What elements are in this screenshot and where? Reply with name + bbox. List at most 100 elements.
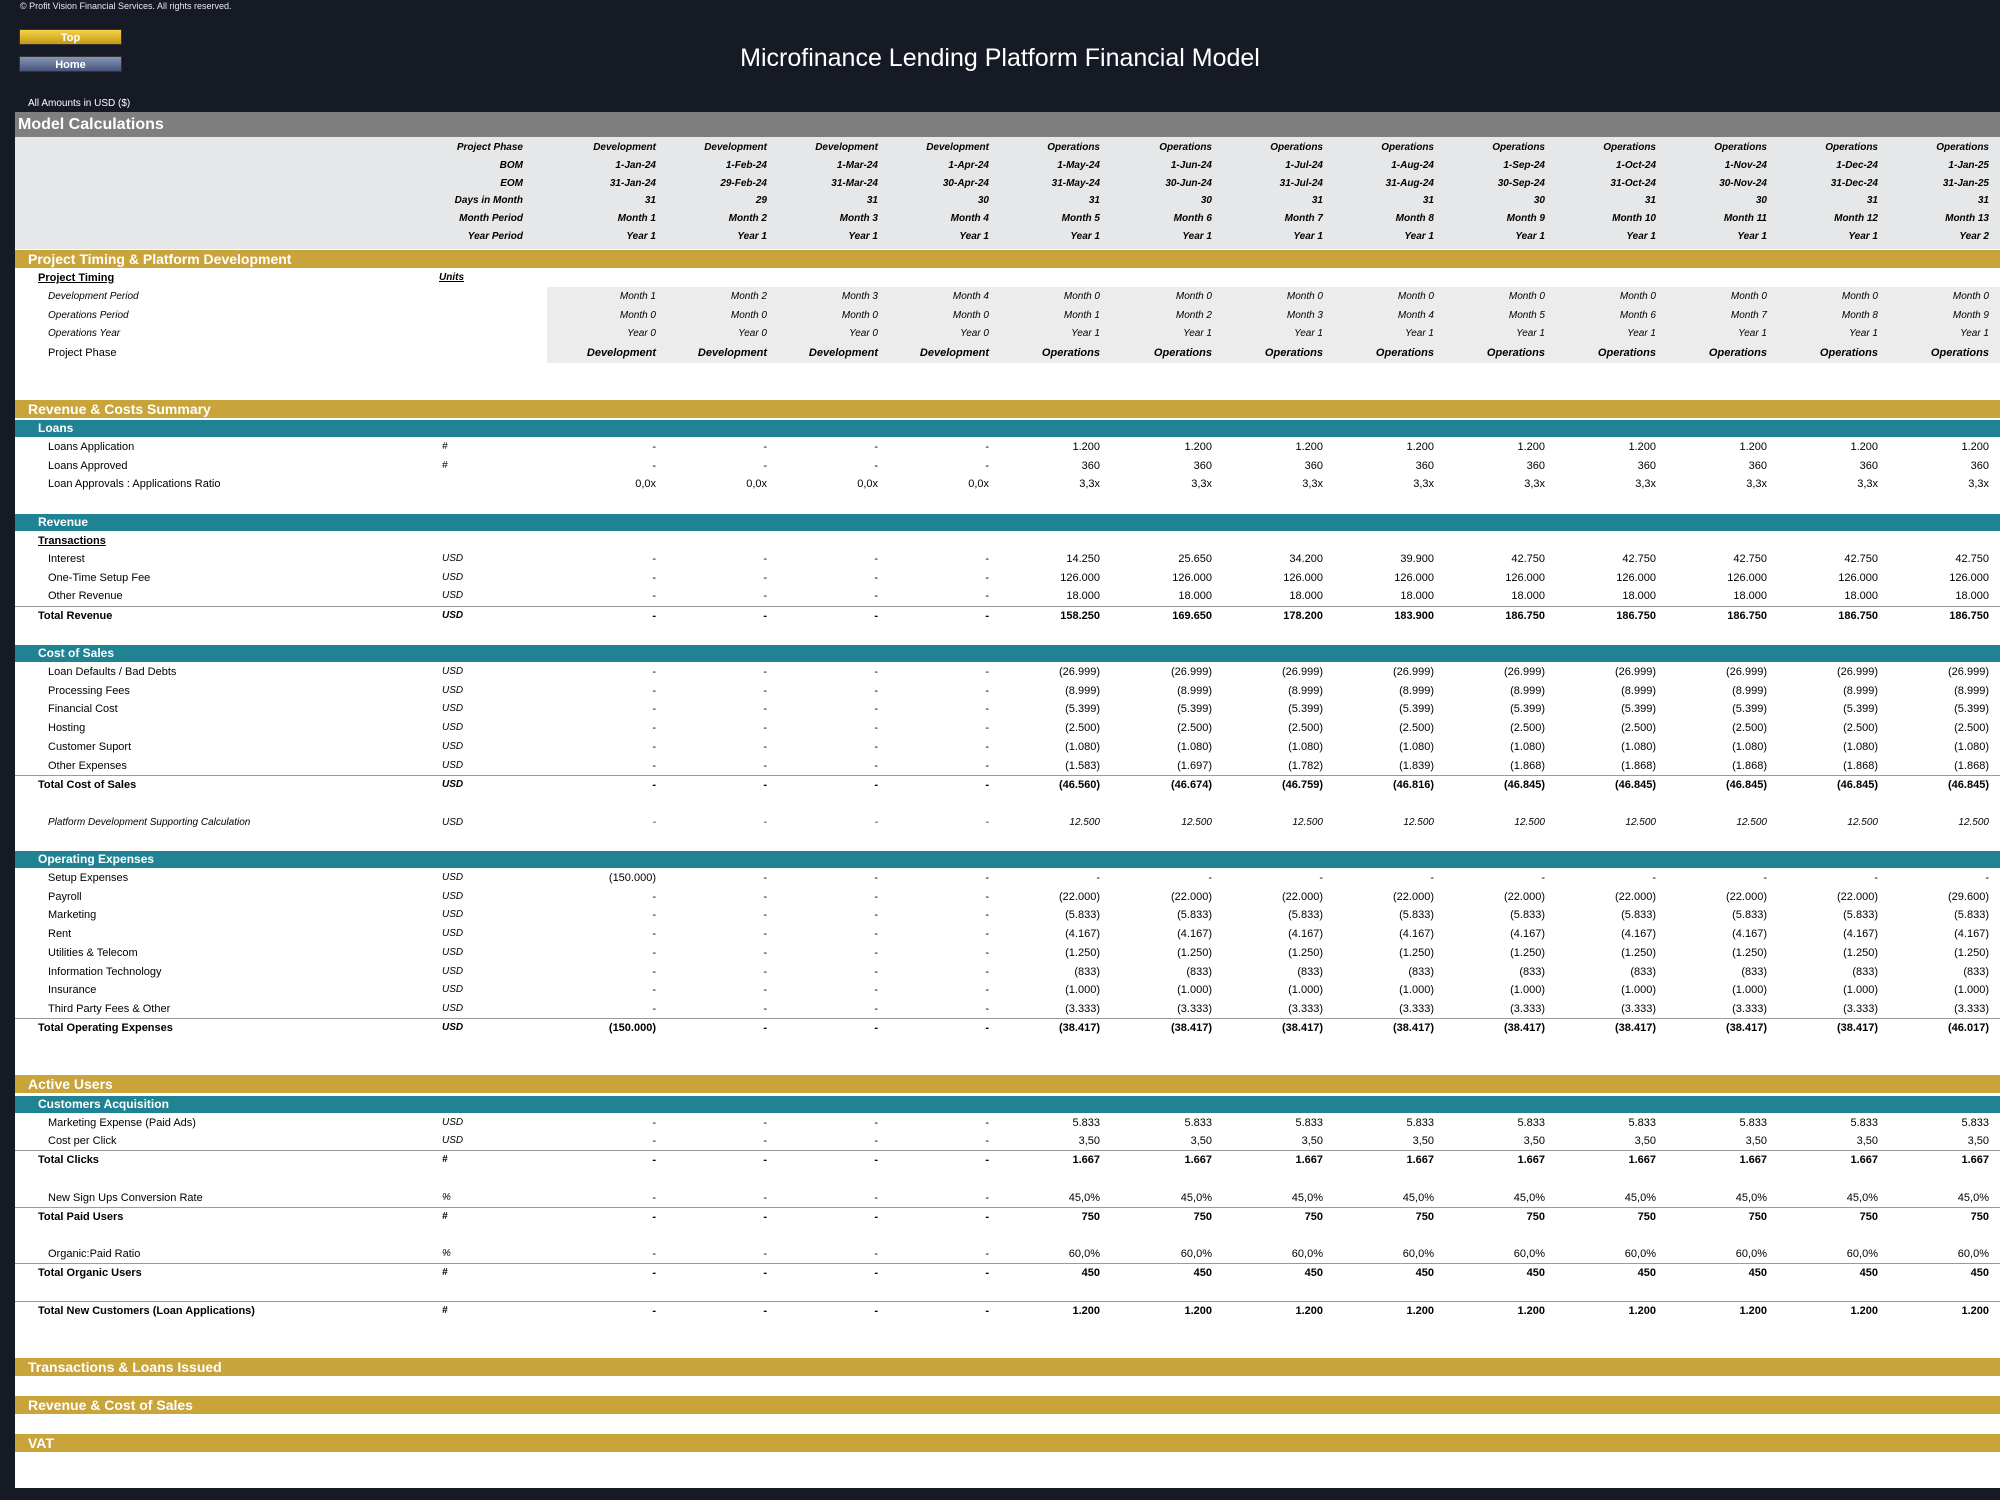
header-row: EOM 31-Jan-24 29-Feb-24 31-Mar-24 30-Apr-24 3… <box>15 175 2000 193</box>
value-cell: (8.999) <box>1621 684 1656 697</box>
value-cell: Year 1 <box>1849 328 1878 340</box>
header-cell: 31 <box>1088 195 1100 206</box>
value-cell: - <box>652 984 656 997</box>
value-cell: 450 <box>1970 1267 1989 1279</box>
value-cell: - <box>1985 872 1989 884</box>
header-cell: Year 1 <box>848 231 878 242</box>
home-button[interactable]: Home <box>19 56 122 72</box>
value-cell: (22.000) <box>1393 890 1434 903</box>
value-cell: - <box>1874 872 1878 884</box>
row-unit: USD <box>442 928 464 940</box>
row-label: Project Phase <box>48 347 117 360</box>
value-cell: 3,50 <box>1078 1135 1100 1147</box>
value-cell: 1.200 <box>1295 441 1323 453</box>
value-cell: - <box>652 779 656 791</box>
value-cell: 450 <box>1748 1267 1767 1279</box>
value-cell: (1.080) <box>1510 740 1545 753</box>
value-cell: 3,3x <box>1635 478 1656 491</box>
data-row: Total Clicks # - - - - 1.667 1.667 1.667 1.667 1.6… <box>15 1151 2000 1169</box>
value-cell: 1.200 <box>1961 441 1989 453</box>
value-cell: (3.333) <box>1399 1002 1434 1015</box>
value-cell: 183.900 <box>1394 610 1434 622</box>
value-cell: (1.080) <box>1732 740 1767 753</box>
value-cell: - <box>874 1117 878 1129</box>
value-cell: (26.999) <box>1615 666 1656 678</box>
row-label: Third Party Fees & Other <box>48 1002 171 1015</box>
value-cell: - <box>985 459 989 472</box>
row-label: New Sign Ups Conversion Rate <box>48 1192 203 1204</box>
value-cell: Year 1 <box>1738 328 1767 340</box>
value-cell: 42.750 <box>1622 553 1656 565</box>
section-revenue-costs-summary: Revenue & Costs Summary <box>15 400 2000 418</box>
row-label: Development Period <box>48 291 139 302</box>
value-cell: - <box>1319 872 1323 884</box>
value-cell: 12.500 <box>1181 817 1212 828</box>
data-row: Utilities & Telecom USD - - - - (1.250) (1.250)… <box>15 944 2000 962</box>
value-cell: - <box>874 703 878 716</box>
header-cell: 30 <box>1200 195 1212 206</box>
value-cell: - <box>652 459 656 472</box>
value-cell: (26.999) <box>1948 666 1989 678</box>
value-cell: - <box>763 590 767 603</box>
value-cell: - <box>652 590 656 603</box>
value-cell: (5.833) <box>1621 909 1656 922</box>
row-unit: USD <box>442 965 464 977</box>
value-cell: 18.000 <box>1955 590 1989 603</box>
value-cell: 1.200 <box>1072 441 1100 453</box>
value-cell: (46.845) <box>1948 779 1989 791</box>
value-cell: (22.000) <box>1615 890 1656 903</box>
value-cell: 3,50 <box>1412 1135 1434 1147</box>
value-cell: Month 3 <box>841 291 878 302</box>
value-cell: - <box>763 1248 767 1260</box>
header-row: BOM 1-Jan-24 1-Feb-24 1-Mar-24 1-Apr-24 1-May… <box>15 157 2000 175</box>
value-cell: 60,0% <box>1735 1248 1767 1260</box>
value-cell: - <box>652 1248 656 1260</box>
header-cell: 1-Jul-24 <box>1285 160 1323 171</box>
value-cell: - <box>874 1248 878 1260</box>
value-cell: (46.759) <box>1282 779 1323 791</box>
value-cell: - <box>652 817 656 828</box>
value-cell: Year 0 <box>738 328 767 340</box>
value-cell: (26.999) <box>1837 666 1878 678</box>
value-cell: (22.000) <box>1504 890 1545 903</box>
data-row: Total Operating Expenses USD (150.000) - - - (… <box>15 1019 2000 1037</box>
data-row: Loan Approvals : Applications Ratio 0,0x 0… <box>15 475 2000 493</box>
value-cell: 0,0x <box>857 478 878 491</box>
value-cell: - <box>652 890 656 903</box>
row-divider <box>15 1207 2000 1208</box>
value-cell: - <box>985 740 989 753</box>
value-cell: (26.999) <box>1171 666 1212 678</box>
value-cell: 25.650 <box>1178 553 1212 565</box>
value-cell: - <box>985 610 989 622</box>
value-cell: (3.333) <box>1954 1002 1989 1015</box>
value-cell: Month 0 <box>1952 291 1989 302</box>
value-cell: 450 <box>1526 1267 1545 1279</box>
header-cell: Operations <box>1270 142 1323 153</box>
value-cell: 5.833 <box>1517 1117 1545 1129</box>
value-cell: 18.000 <box>1066 590 1100 603</box>
value-cell: 360 <box>1637 459 1656 472</box>
value-cell: - <box>985 441 989 453</box>
row-unit: % <box>442 1192 451 1203</box>
header-cell: Year 1 <box>737 231 767 242</box>
value-cell: (8.999) <box>1288 684 1323 697</box>
value-cell: 1.200 <box>1295 1305 1323 1317</box>
value-cell: (46.560) <box>1059 779 1100 791</box>
value-cell: (5.833) <box>1288 909 1323 922</box>
header-cell: 30-Apr-24 <box>942 178 989 189</box>
row-unit: USD <box>442 909 464 921</box>
units-label: Units <box>439 272 464 283</box>
value-cell: 0,0x <box>746 478 767 491</box>
value-cell: (3.333) <box>1065 1002 1100 1015</box>
value-cell: - <box>763 779 767 791</box>
top-button[interactable]: Top <box>19 29 122 45</box>
value-cell: 1.200 <box>1517 1305 1545 1317</box>
value-cell: - <box>1652 872 1656 884</box>
value-cell: Month 0 <box>1286 291 1323 302</box>
value-cell: - <box>1541 872 1545 884</box>
header-row-label: Days in Month <box>454 195 523 206</box>
project-timing-label: Project Timing <box>38 272 115 284</box>
row-label: Total Operating Expenses <box>38 1022 173 1034</box>
value-cell: (1.868) <box>1621 759 1656 772</box>
value-cell: 3,3x <box>1524 478 1545 491</box>
